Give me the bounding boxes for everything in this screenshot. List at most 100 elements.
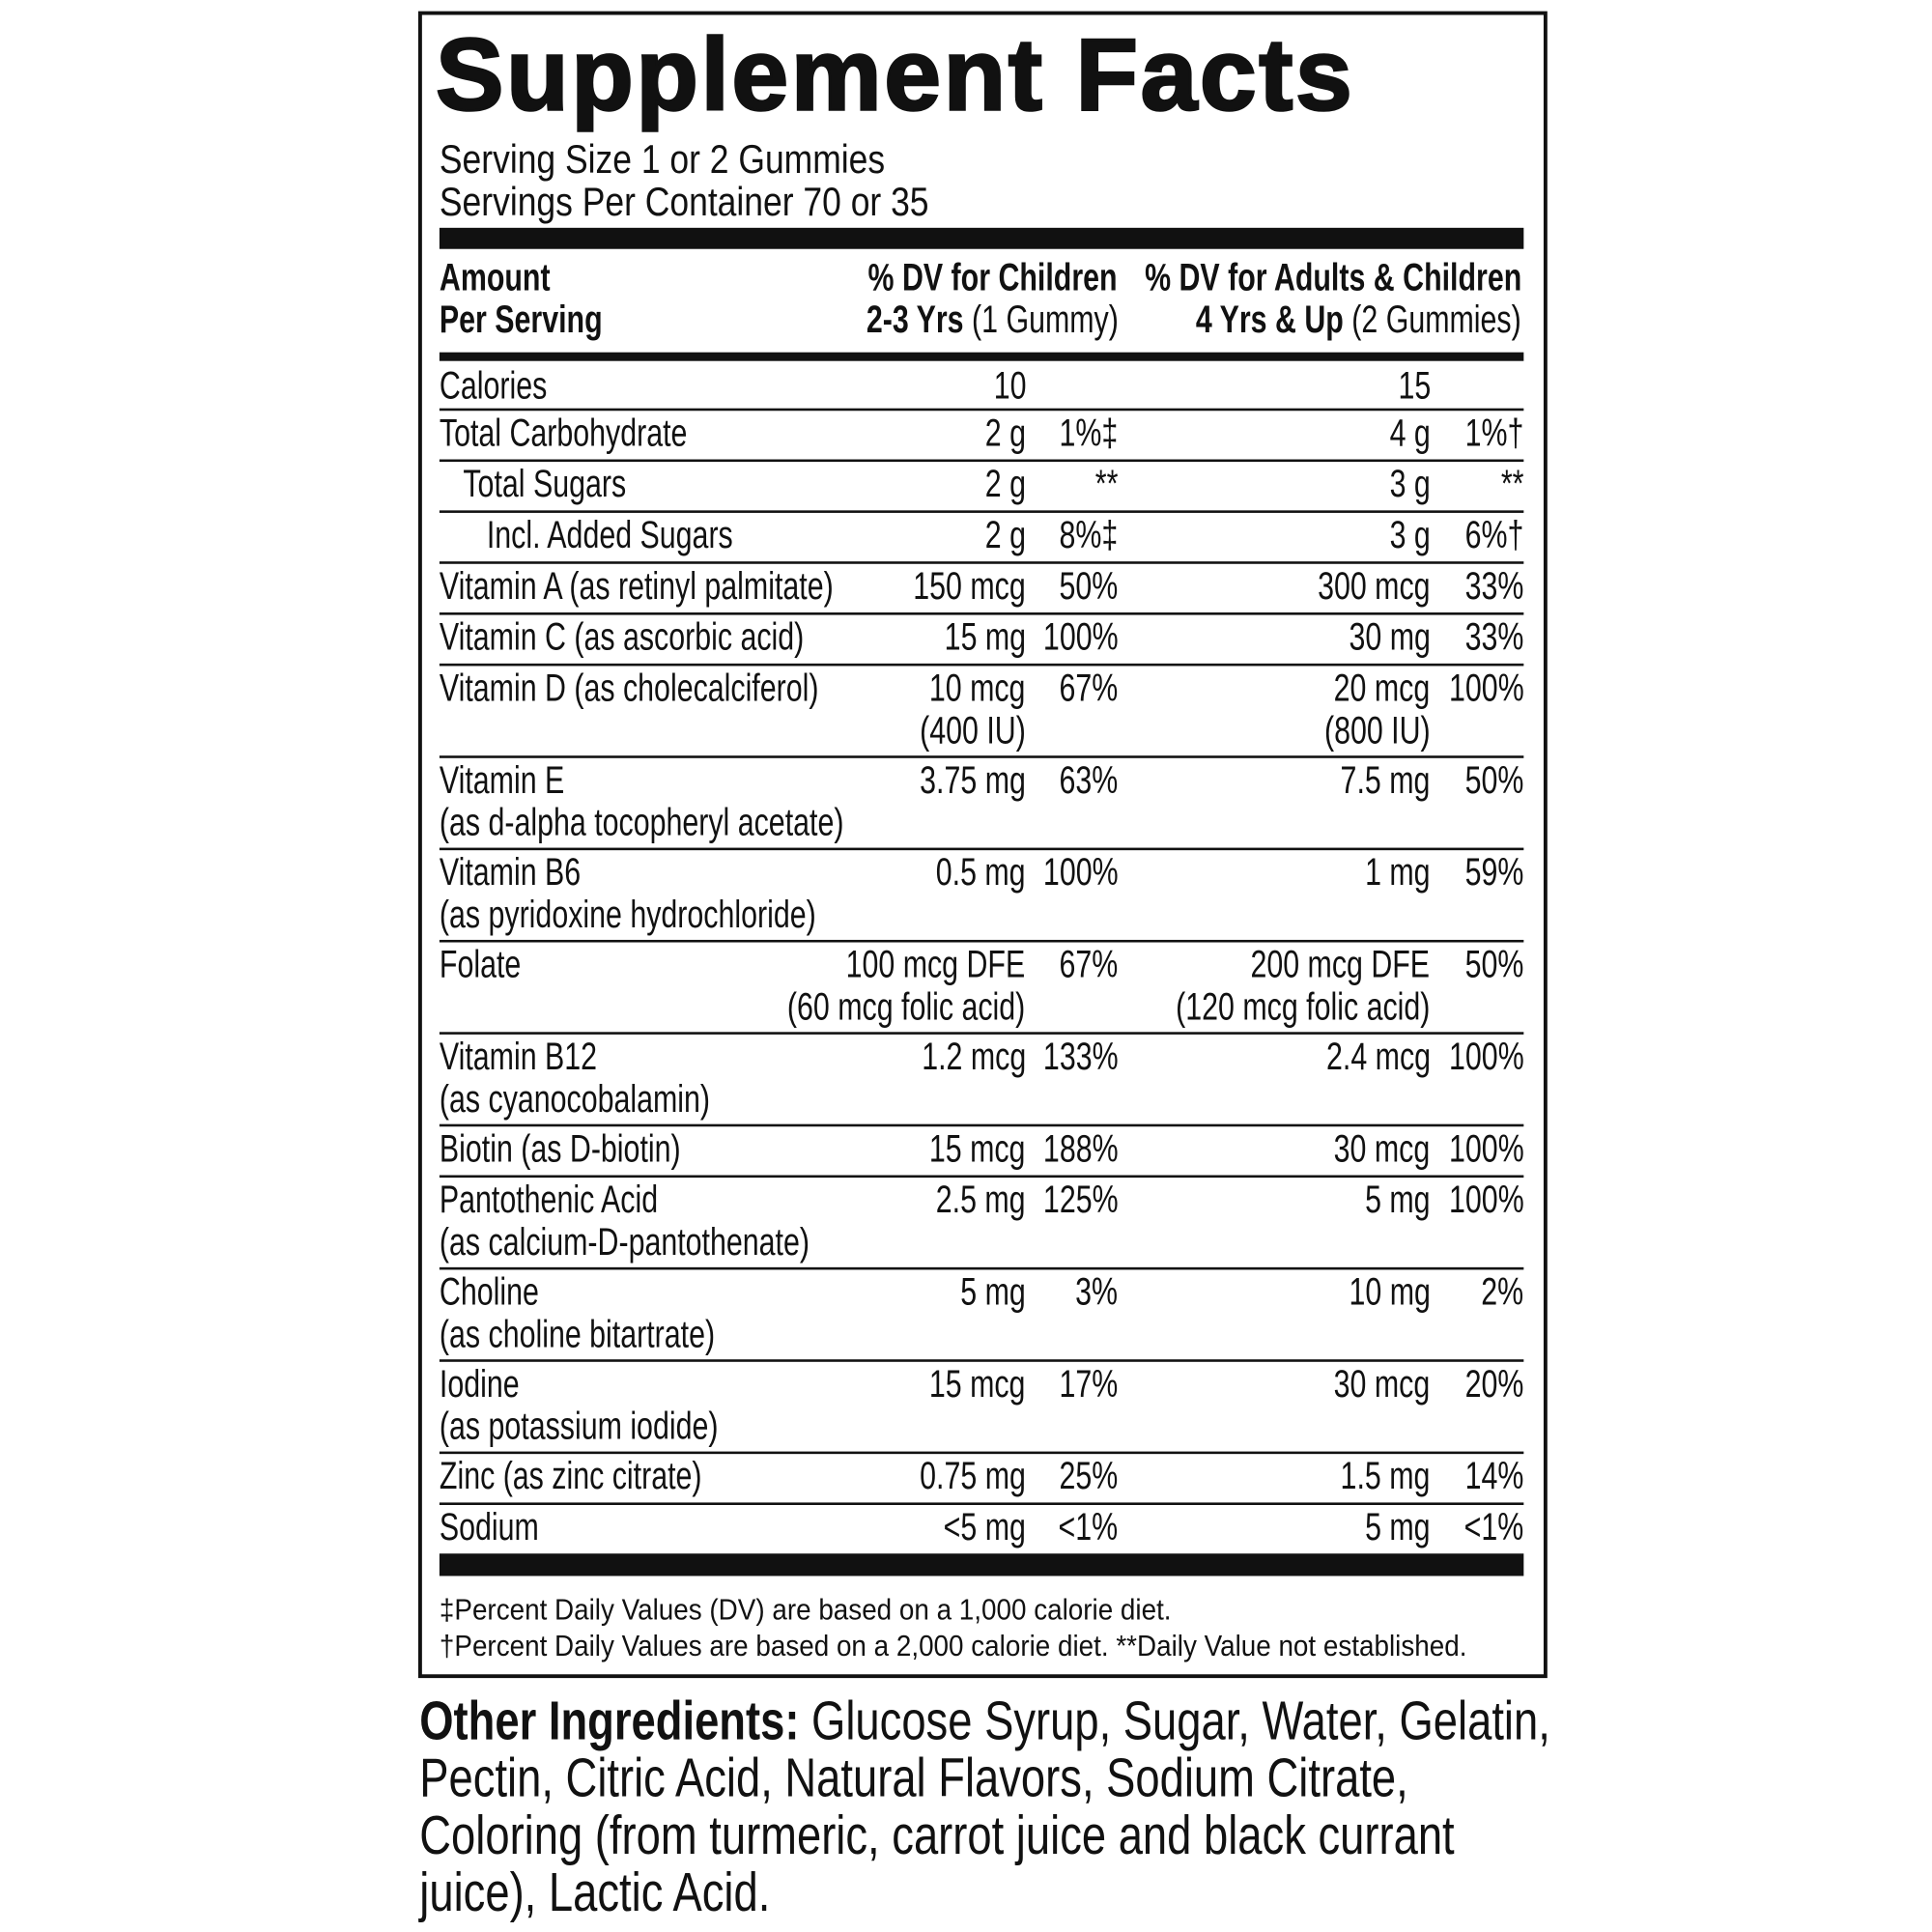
adult-dv: 20% — [1446, 1362, 1524, 1406]
child-amount-text: 5 mg — [960, 1269, 1026, 1314]
child-amount: 2.5 mg — [908, 1179, 1026, 1221]
child-dv-text: 188% — [1042, 1126, 1119, 1171]
nutrient-name: Pantothenic Acid — [440, 1179, 727, 1221]
child-amount: 3.75 mg — [887, 758, 1026, 802]
adult-amount-text: 1 mg — [1365, 850, 1431, 895]
child-amount: 2 g — [972, 514, 1026, 556]
child-dv-text: 67% — [1059, 666, 1119, 710]
child-dv-text: <1% — [1058, 1504, 1119, 1549]
row-rule — [439, 561, 1524, 564]
adult-amount-text: 30 mg — [1349, 614, 1431, 659]
adult-dv-text: 2% — [1481, 1269, 1524, 1314]
adult-dv-text: 33% — [1464, 614, 1524, 659]
adult-dv-text: <1% — [1463, 1504, 1524, 1549]
child-amount: 2 g — [972, 412, 1026, 455]
nutrient-name: Incl. Added Sugars — [487, 514, 810, 556]
child-dv: 125% — [1019, 1179, 1119, 1221]
nutrient-name: Vitamin B6 — [440, 851, 625, 894]
adult-amount: 7.5 mg — [1313, 757, 1431, 802]
row-rule — [439, 510, 1524, 513]
child-dv-text: 17% — [1059, 1361, 1119, 1406]
child-amount: 2 g — [972, 463, 1026, 505]
adult-dv-text: 50% — [1464, 942, 1524, 986]
adult-amount: 30 mcg — [1304, 1361, 1431, 1406]
adult-dv: 100% — [1425, 1126, 1524, 1171]
child-amount: 0.5 mg — [908, 851, 1026, 894]
adult-dv: 2% — [1468, 1269, 1524, 1314]
nutrient-name: Vitamin A (as retinyl palmitate) — [439, 563, 958, 608]
child-dv: 1%‡ — [1040, 412, 1118, 455]
servings-text: Servings Per Container 70 or 35 — [439, 179, 929, 224]
adult-amount-text: 4 g — [1389, 411, 1431, 455]
thick-bar — [439, 1553, 1524, 1577]
child-dv: 17% — [1040, 1361, 1119, 1406]
title: Supplement Facts — [435, 17, 1354, 134]
child-dv-text: 100% — [1042, 850, 1119, 895]
nutrient-name: Iodine — [440, 1362, 545, 1406]
nutrient-source-text: (as calcium-D-pantothenate) — [439, 1219, 810, 1264]
adult-amount-text: 3 g — [1389, 512, 1431, 557]
adult-dv-text: 100% — [1448, 1126, 1524, 1171]
child-dv: 67% — [1040, 666, 1119, 710]
adult-amount-text: (120 mcg folic acid) — [1176, 984, 1431, 1029]
adult-amount: 30 mg — [1323, 614, 1431, 659]
adult-amount-text: 7.5 mg — [1340, 757, 1431, 802]
child-amount: 10 mcg — [899, 667, 1026, 710]
adult-dv: 33% — [1446, 563, 1524, 608]
adult-amount: 10 mg — [1323, 1270, 1430, 1314]
adult-amount: 5 mg — [1345, 1179, 1431, 1221]
child-dv: 100% — [1019, 615, 1119, 659]
nutrient-name: Vitamin C (as ascorbic acid) — [440, 615, 920, 659]
adult-dv: 100% — [1425, 1178, 1524, 1222]
nutrient-name: Total Carbohydrate — [440, 412, 766, 455]
nutrient-name-text: Vitamin D (as cholecalciferol) — [439, 666, 819, 710]
header-adults: 4 Yrs & Up (2 Gummies) — [1093, 298, 1521, 341]
child-dv: 63% — [1040, 758, 1118, 802]
nutrient-source-text: (as d-alpha tocopheryl acetate) — [439, 800, 844, 844]
nutrient-name-text: Vitamin A (as retinyl palmitate) — [439, 563, 834, 608]
row-rule — [439, 1123, 1524, 1127]
adult-amount-text: 5 mg — [1365, 1504, 1431, 1549]
adult-dv-text: 1%† — [1464, 411, 1524, 455]
footnote-text: †Percent Daily Values are based on a 2,0… — [439, 1629, 1467, 1663]
footnote-text: ‡Percent Daily Values (DV) are based on … — [439, 1593, 1172, 1628]
header-children: % DV for Children — [790, 256, 1118, 298]
nutrient-name-text: Total Carbohydrate — [439, 411, 688, 455]
nutrient-name: Zinc (as zinc citrate) — [440, 1455, 784, 1497]
adult-dv-text: 33% — [1464, 563, 1524, 608]
child-amount-text: 2 g — [984, 462, 1026, 506]
other-ingredients: Other Ingredients: Glucose Syrup, Sugar,… — [419, 1692, 1554, 1922]
nutrient-name-text: Incl. Added Sugars — [486, 512, 733, 557]
adult-dv: 50% — [1446, 942, 1524, 986]
adult-amount: (120 mcg folic acid) — [1095, 984, 1431, 1029]
adult-amount-text: 300 mcg — [1318, 563, 1431, 608]
nutrient-source: (as choline bitartrate) — [439, 1312, 802, 1356]
child-dv: <1% — [1039, 1504, 1119, 1549]
child-amount-text: 0.75 mg — [920, 1454, 1026, 1498]
row-rule — [439, 1359, 1524, 1362]
child-amount-text: (60 mcg folic acid) — [787, 984, 1026, 1029]
adult-amount: 300 mcg — [1282, 563, 1431, 608]
adult-dv-text: 59% — [1464, 850, 1524, 895]
row-rule — [439, 1266, 1524, 1270]
adult-dv: 14% — [1446, 1454, 1524, 1498]
adult-amount-text: 30 mcg — [1334, 1361, 1431, 1406]
child-dv: 8%‡ — [1040, 514, 1118, 556]
header-text: Amount — [439, 255, 551, 299]
nutrient-name-text: Vitamin E — [439, 757, 565, 802]
header-children: 2-3 Yrs (1 Gummy) — [786, 298, 1118, 341]
child-amount: 15 mg — [919, 615, 1025, 659]
child-dv: 50% — [1040, 564, 1118, 608]
nutrient-name: Biotin (as D-biotin) — [439, 1126, 757, 1171]
nutrient-source: (as d-alpha tocopheryl acetate) — [439, 800, 972, 844]
adult-dv-text: 100% — [1448, 1034, 1524, 1078]
child-amount: <5 mg — [918, 1506, 1026, 1548]
child-dv-text: 8%‡ — [1059, 512, 1119, 557]
adult-dv-text: 14% — [1464, 1454, 1524, 1498]
adult-dv-text: 100% — [1448, 1178, 1524, 1222]
nutrient-name-text: Biotin (as D-biotin) — [439, 1126, 681, 1171]
child-amount: 10 — [982, 364, 1026, 408]
serving-size: Serving Size 1 or 2 Gummies — [440, 137, 957, 184]
nutrient-source-text: (as choline bitartrate) — [439, 1312, 716, 1356]
child-amount: 100 mcg DFE — [790, 943, 1026, 986]
